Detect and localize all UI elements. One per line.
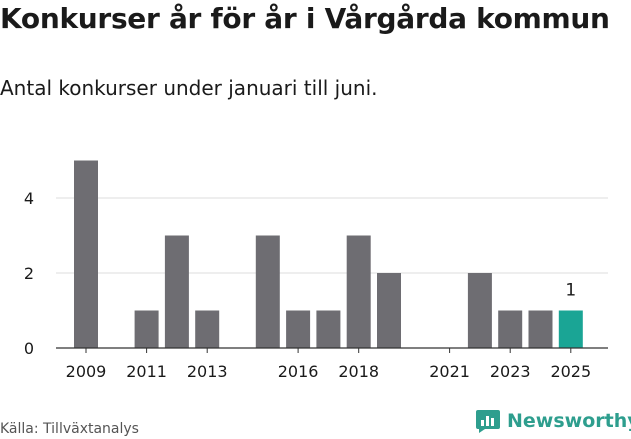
source-note: Källa: Tillväxtanalys (0, 421, 139, 437)
bar-2019 (377, 273, 401, 348)
x-tick-label: 2021 (429, 362, 470, 381)
bar-2017 (316, 310, 341, 348)
data-label-2025: 1 (565, 281, 576, 301)
x-tick-label: 2025 (550, 362, 591, 381)
bar-2016 (286, 310, 311, 348)
x-tick-label: 2018 (338, 362, 379, 381)
y-tick-label: 0 (24, 339, 34, 358)
page-title: Konkurser år för år i Vårgårda kommun (0, 2, 610, 35)
y-tick-label: 4 (24, 189, 34, 208)
y-tick-label: 2 (24, 264, 34, 283)
bar-2022 (467, 273, 492, 348)
bar-chart: 0 2 4 2009 2011 2013 2016 2018 2021 2023 2025 1 (24, 160, 608, 381)
x-tick-label: 2016 (278, 362, 319, 381)
bar-2013 (195, 310, 220, 348)
bar-2018 (346, 235, 371, 348)
bar-2011 (134, 310, 159, 348)
bar-2023 (498, 310, 523, 348)
bar-2012 (164, 235, 189, 348)
chart-subtitle: Antal konkurser under januari till juni. (0, 76, 378, 100)
bar-2024 (528, 310, 553, 348)
brand-name: Newsworthy (507, 410, 631, 432)
x-tick-label: 2023 (490, 362, 531, 381)
x-tick-label: 2013 (187, 362, 228, 381)
newsworthy-logo-icon (476, 410, 500, 433)
bar-2025 (558, 310, 583, 348)
bar-2015 (255, 235, 280, 348)
x-tick-label: 2011 (126, 362, 167, 381)
bar-2009 (74, 160, 98, 348)
brand-logo: Newsworthy (475, 408, 631, 434)
x-tick-label: 2009 (66, 362, 107, 381)
